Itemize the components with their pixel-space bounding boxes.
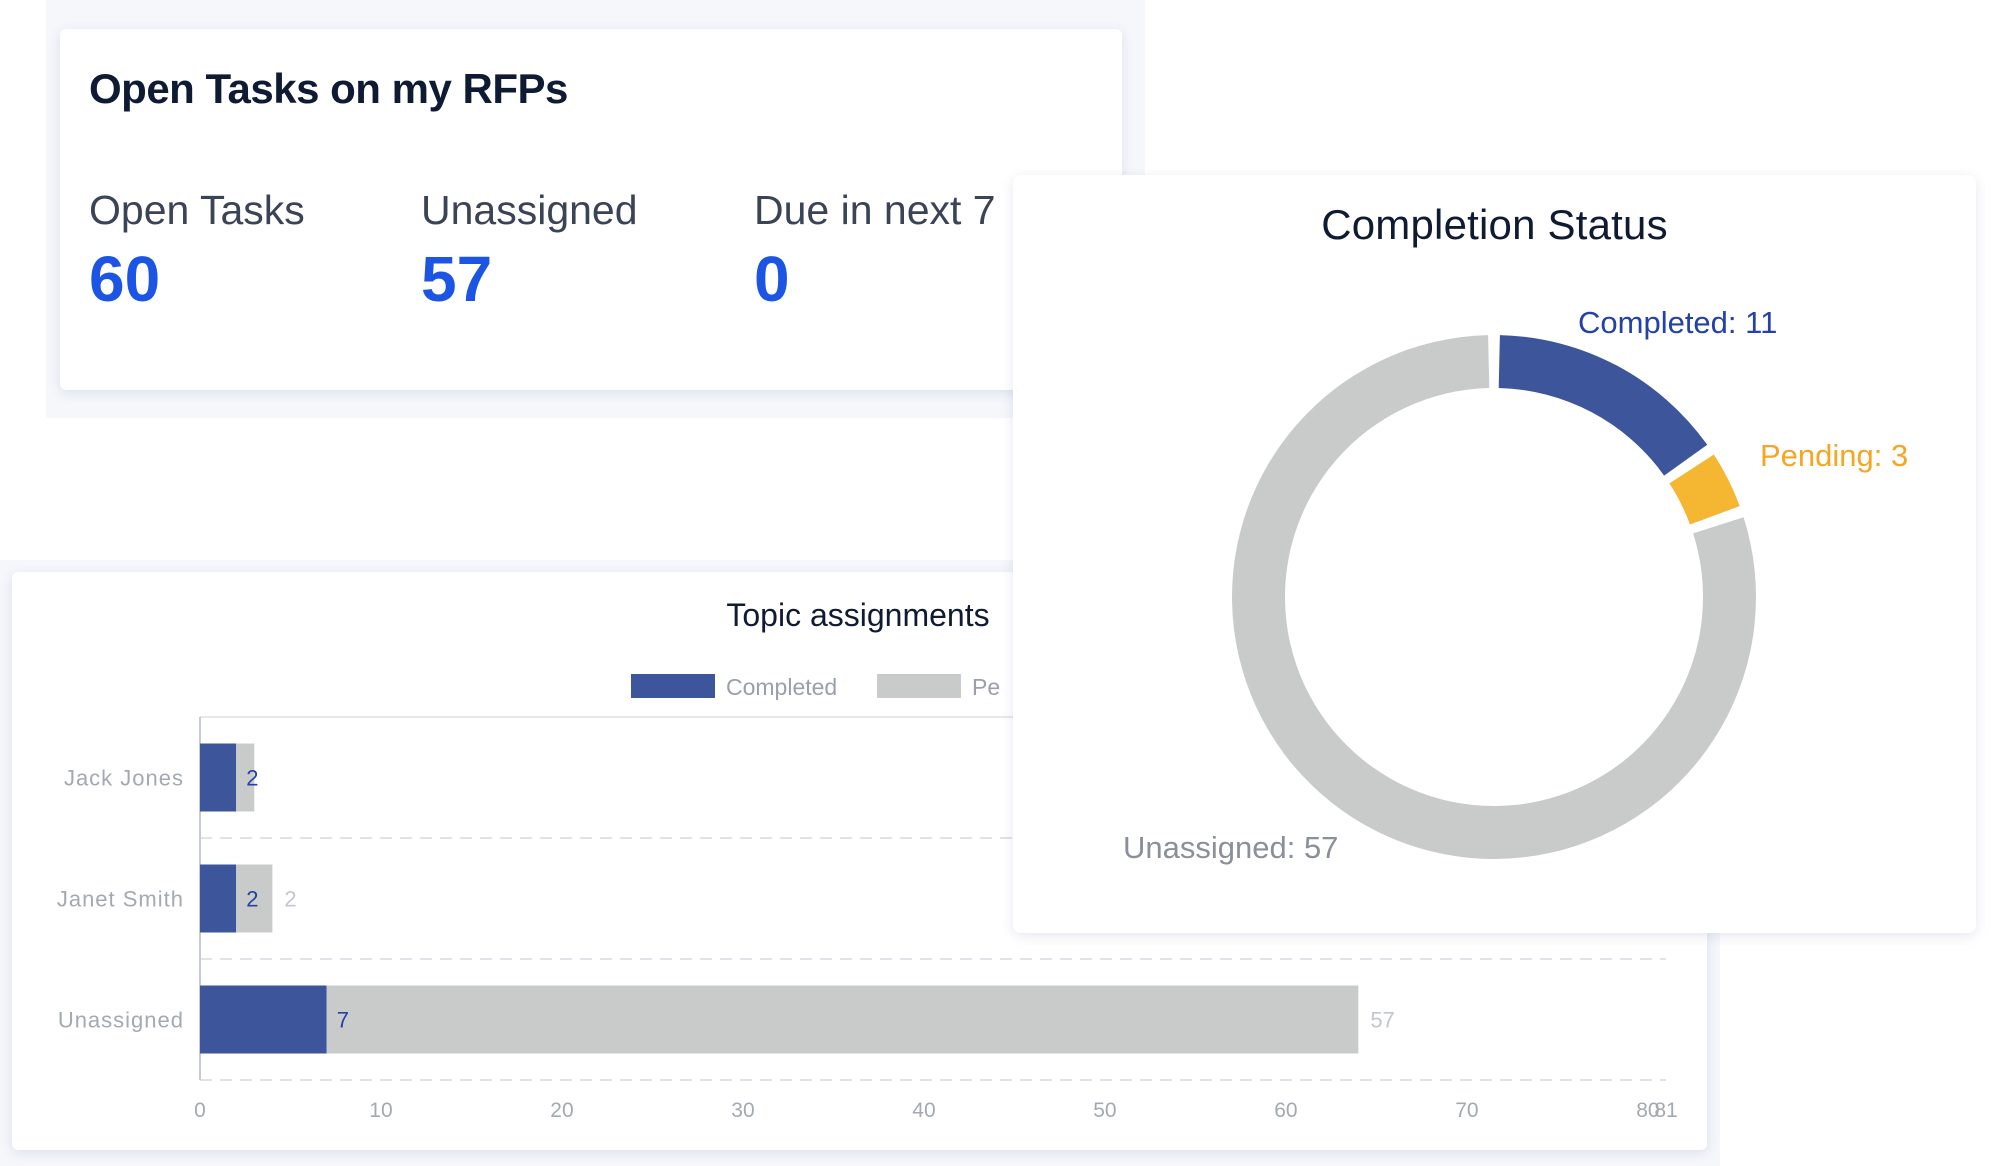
x-tick-label: 60	[1274, 1099, 1297, 1122]
x-tick-label: 0	[194, 1099, 206, 1122]
chart-title: Topic assignments	[726, 597, 989, 633]
stat-open-tasks-value: 60	[89, 243, 161, 315]
x-tick-label: 20	[550, 1099, 573, 1122]
x-tick-label: 50	[1093, 1099, 1116, 1122]
completion-status-title: Completion Status	[1321, 201, 1668, 248]
bar-completed	[200, 743, 237, 812]
x-tick-label: 81	[1654, 1099, 1677, 1122]
completion-status-card: Completion Status Completed: 11 Pending:…	[1013, 175, 1976, 933]
stat-due-next: Due in next 7 0	[754, 187, 996, 316]
open-tasks-title: Open Tasks on my RFPs	[89, 65, 568, 112]
x-tick-label: 80	[1636, 1099, 1659, 1122]
legend-label-pending[interactable]: Pe	[972, 674, 1000, 700]
bar-pending	[236, 743, 255, 812]
unassigned-slice-label: Unassigned: 57	[1123, 830, 1338, 865]
completed-slice-label: Completed: 11	[1578, 305, 1777, 340]
bar-pending-value-label: 57	[1370, 1008, 1394, 1033]
stat-due-next-value: 0	[754, 243, 790, 315]
stat-unassigned-value: 57	[421, 243, 493, 315]
stat-due-next-label: Due in next 7	[754, 187, 996, 233]
y-category-label: Unassigned	[58, 1008, 184, 1033]
stat-open-tasks-label: Open Tasks	[89, 187, 305, 233]
legend-swatch-pending[interactable]	[877, 674, 961, 698]
x-tick-label: 30	[731, 1099, 754, 1122]
bar-pending	[236, 864, 273, 933]
completion-donut-chart: Completed: 11 Pending: 3 Unassigned: 57	[1123, 305, 1908, 865]
legend-label-completed[interactable]: Completed	[726, 674, 837, 700]
stat-unassigned-label: Unassigned	[421, 187, 638, 233]
bar-completed-value-label: 7	[337, 1008, 349, 1033]
stat-unassigned: Unassigned 57	[421, 187, 638, 316]
bar-pending	[326, 985, 1359, 1054]
open-tasks-card: Open Tasks on my RFPs Open Tasks 60 Unas…	[60, 29, 1122, 390]
donut-slice-completed	[1498, 335, 1708, 476]
x-tick-label: 40	[912, 1099, 935, 1122]
stat-open-tasks: Open Tasks 60	[89, 187, 305, 316]
bar-pending-value-label: 2	[284, 887, 296, 912]
y-category-label: Jack Jones	[64, 766, 184, 791]
bar-completed-value-label: 2	[246, 766, 258, 791]
bar-completed	[200, 864, 237, 933]
bar-completed	[200, 985, 327, 1054]
x-tick-label: 70	[1455, 1099, 1478, 1122]
y-category-label: Janet Smith	[57, 887, 184, 912]
legend-swatch-completed[interactable]	[631, 674, 715, 698]
pending-slice-label: Pending: 3	[1760, 438, 1908, 473]
x-tick-label: 10	[369, 1099, 392, 1122]
donut-slice-pending	[1669, 454, 1740, 525]
bar-completed-value-label: 2	[246, 887, 258, 912]
